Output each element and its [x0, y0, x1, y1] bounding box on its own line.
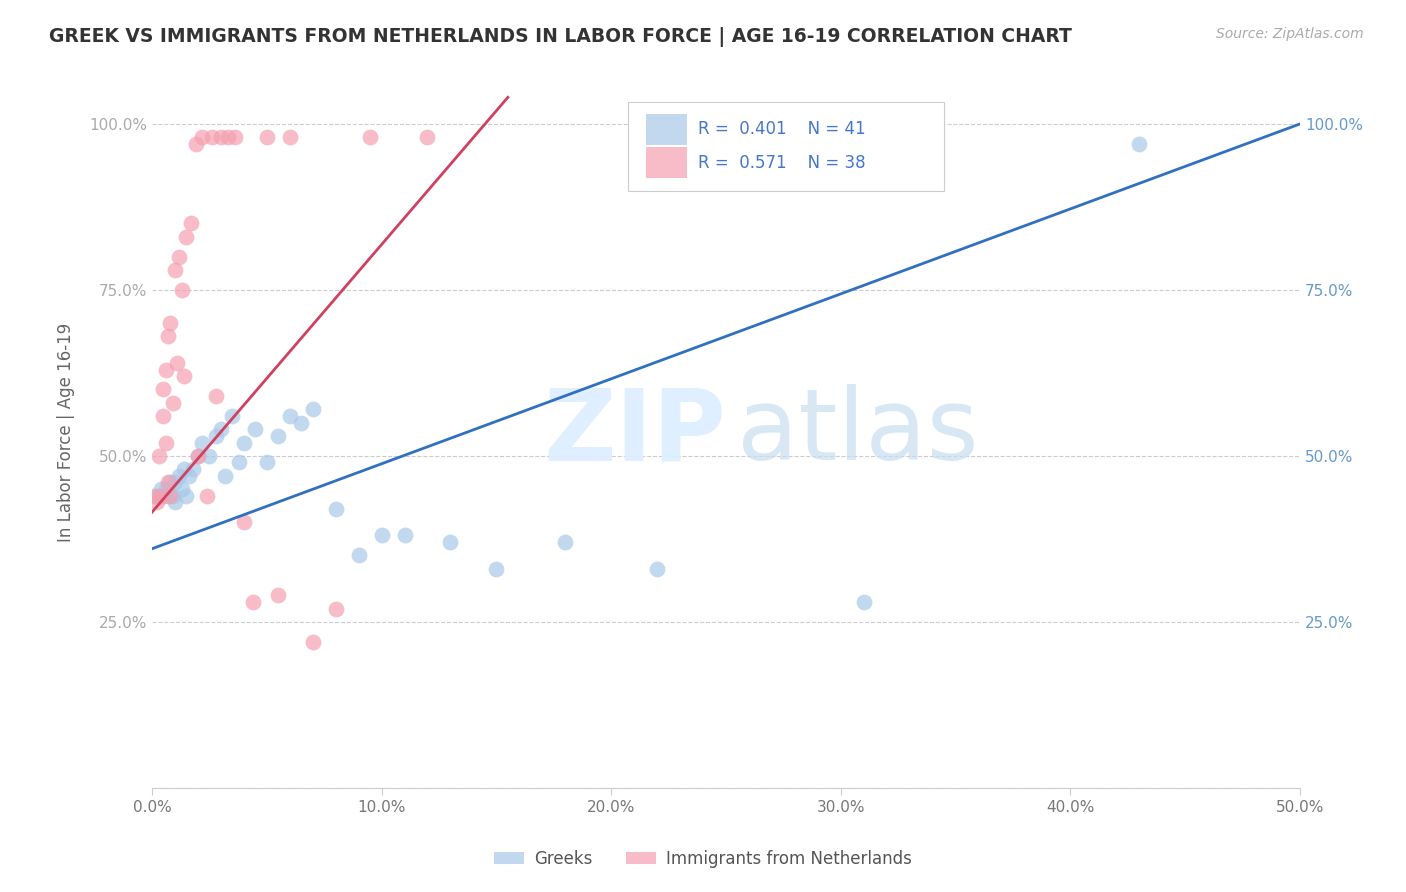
Greeks [394, 528, 416, 542]
Greeks [177, 468, 200, 483]
Immigrants from Netherlands [156, 329, 179, 343]
Greeks [170, 482, 193, 496]
Greeks [278, 409, 301, 423]
Greeks [163, 495, 186, 509]
Immigrants from Netherlands [256, 130, 278, 145]
Greeks [232, 435, 254, 450]
Greeks [159, 475, 181, 490]
Immigrants from Netherlands [201, 130, 224, 145]
Immigrants from Netherlands [156, 475, 179, 490]
Immigrants from Netherlands [209, 130, 232, 145]
Greeks [150, 482, 173, 496]
Greeks [162, 489, 184, 503]
Immigrants from Netherlands [191, 130, 214, 145]
Immigrants from Netherlands [143, 489, 166, 503]
Greeks [181, 462, 204, 476]
Y-axis label: In Labor Force | Age 16-19: In Labor Force | Age 16-19 [58, 323, 75, 542]
Greeks [290, 416, 312, 430]
Immigrants from Netherlands [176, 229, 198, 244]
Greeks [156, 489, 179, 503]
Immigrants from Netherlands [159, 316, 181, 330]
Immigrants from Netherlands [159, 489, 181, 503]
Greeks [852, 595, 875, 609]
Immigrants from Netherlands [278, 130, 301, 145]
Greeks [267, 429, 290, 443]
Greeks [214, 468, 236, 483]
Legend: Greeks, Immigrants from Netherlands: Greeks, Immigrants from Netherlands [488, 844, 918, 875]
Greeks [439, 535, 461, 549]
Greeks [221, 409, 243, 423]
Greeks [554, 535, 576, 549]
Immigrants from Netherlands [416, 130, 439, 145]
Immigrants from Netherlands [152, 383, 174, 397]
Greeks [163, 475, 186, 490]
Greeks [209, 422, 232, 436]
Greeks [370, 528, 392, 542]
Immigrants from Netherlands [205, 389, 228, 403]
Immigrants from Netherlands [145, 495, 167, 509]
Immigrants from Netherlands [155, 435, 177, 450]
Greeks [155, 482, 177, 496]
Immigrants from Netherlands [163, 263, 186, 277]
Greeks [245, 422, 267, 436]
Greeks [145, 489, 167, 503]
Immigrants from Netherlands [325, 601, 347, 615]
Greeks [198, 449, 221, 463]
Greeks [173, 462, 195, 476]
Text: ZIP: ZIP [543, 384, 725, 481]
Immigrants from Netherlands [170, 283, 193, 297]
Immigrants from Netherlands [152, 409, 174, 423]
Text: atlas: atlas [738, 384, 979, 481]
Immigrants from Netherlands [166, 356, 188, 370]
FancyBboxPatch shape [645, 113, 688, 145]
Immigrants from Netherlands [301, 634, 323, 648]
FancyBboxPatch shape [628, 103, 943, 191]
Immigrants from Netherlands [267, 588, 290, 602]
Immigrants from Netherlands [155, 362, 177, 376]
Greeks [152, 489, 174, 503]
Immigrants from Netherlands [187, 449, 209, 463]
Greeks [228, 455, 250, 469]
Greeks [187, 449, 209, 463]
Immigrants from Netherlands [232, 515, 254, 529]
Immigrants from Netherlands [195, 489, 218, 503]
Immigrants from Netherlands [173, 369, 195, 384]
FancyBboxPatch shape [645, 147, 688, 178]
Greeks [347, 549, 370, 563]
Greeks [191, 435, 214, 450]
Immigrants from Netherlands [184, 136, 207, 151]
Greeks [325, 502, 347, 516]
Greeks [485, 562, 508, 576]
Greeks [645, 562, 668, 576]
Greeks [256, 455, 278, 469]
Greeks [301, 402, 323, 417]
Immigrants from Netherlands [224, 130, 246, 145]
Immigrants from Netherlands [359, 130, 381, 145]
Text: GREEK VS IMMIGRANTS FROM NETHERLANDS IN LABOR FORCE | AGE 16-19 CORRELATION CHAR: GREEK VS IMMIGRANTS FROM NETHERLANDS IN … [49, 27, 1073, 46]
Greeks [169, 468, 191, 483]
Immigrants from Netherlands [217, 130, 239, 145]
Greeks [1128, 136, 1150, 151]
Immigrants from Netherlands [162, 395, 184, 409]
Greeks [205, 429, 228, 443]
Text: R =  0.571    N = 38: R = 0.571 N = 38 [699, 153, 866, 171]
Immigrants from Netherlands [180, 217, 202, 231]
Greeks [148, 489, 170, 503]
Immigrants from Netherlands [242, 595, 264, 609]
Immigrants from Netherlands [148, 449, 170, 463]
Immigrants from Netherlands [169, 250, 191, 264]
Text: Source: ZipAtlas.com: Source: ZipAtlas.com [1216, 27, 1364, 41]
Text: R =  0.401    N = 41: R = 0.401 N = 41 [699, 120, 866, 138]
Greeks [176, 489, 198, 503]
Immigrants from Netherlands [150, 489, 173, 503]
